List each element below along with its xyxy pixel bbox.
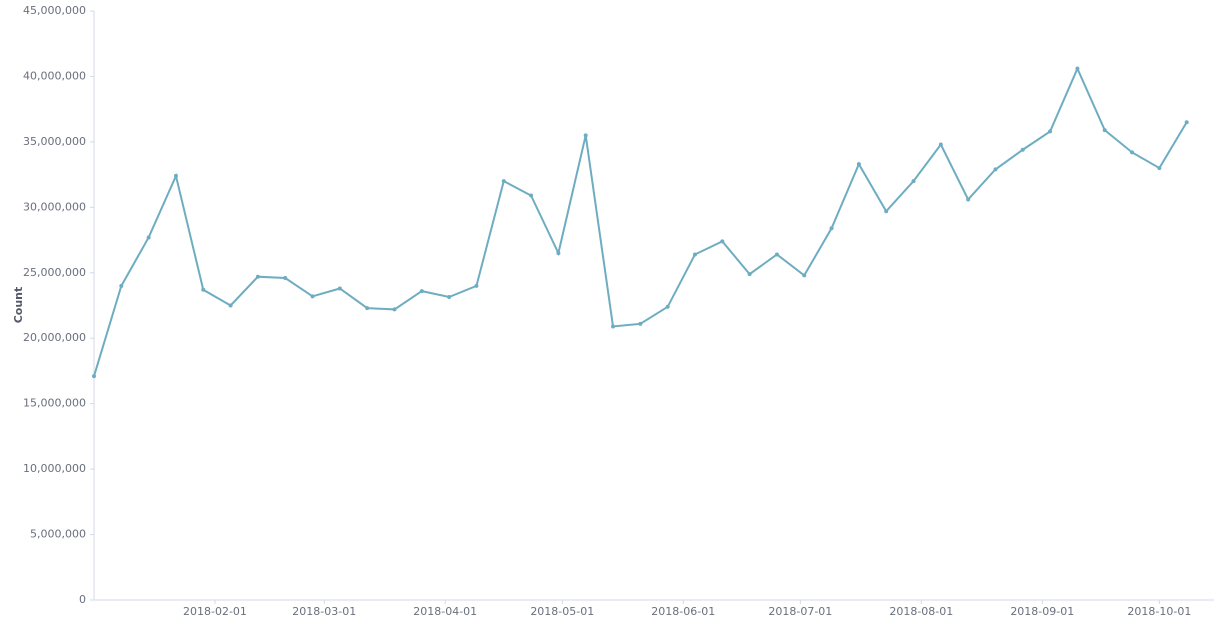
point — [938, 142, 943, 147]
x-tick-label: 2018-07-01 — [768, 605, 832, 618]
y-tick-label: 30,000,000 — [23, 200, 86, 213]
x-tick-label: 2018-02-01 — [183, 605, 247, 618]
point — [501, 179, 506, 184]
point — [1184, 120, 1189, 125]
point — [529, 193, 534, 198]
y-tick-label: 45,000,000 — [23, 4, 86, 17]
y-tick-label: 5,000,000 — [30, 528, 86, 541]
y-tick-label: 15,000,000 — [23, 397, 86, 410]
point — [1075, 66, 1080, 71]
point — [310, 294, 315, 299]
point — [1130, 150, 1135, 155]
point — [720, 239, 725, 244]
point — [1048, 129, 1053, 134]
point — [283, 276, 288, 281]
point — [692, 252, 697, 257]
point — [365, 306, 370, 311]
point — [802, 273, 807, 278]
point — [856, 162, 861, 167]
y-axis-label: Count — [12, 287, 25, 324]
point — [966, 197, 971, 202]
point — [474, 283, 479, 288]
point — [201, 287, 206, 292]
point — [146, 235, 151, 240]
x-tick-label: 2018-08-01 — [889, 605, 953, 618]
point — [884, 209, 889, 214]
y-tick-label: 0 — [79, 593, 86, 606]
x-tick-label: 2018-04-01 — [413, 605, 477, 618]
y-tick-label: 10,000,000 — [23, 462, 86, 475]
point — [774, 252, 779, 257]
point — [747, 272, 752, 277]
point — [556, 251, 561, 256]
point — [1102, 128, 1107, 133]
x-tick-label: 2018-03-01 — [292, 605, 356, 618]
y-tick-label: 35,000,000 — [23, 135, 86, 148]
point — [1157, 166, 1162, 171]
point — [611, 324, 616, 329]
point — [337, 286, 342, 291]
point — [665, 304, 670, 309]
y-tick-label: 40,000,000 — [23, 69, 86, 82]
point — [638, 321, 643, 326]
x-tick-label: 2018-09-01 — [1010, 605, 1074, 618]
point — [228, 303, 233, 308]
point — [419, 289, 424, 294]
point — [119, 283, 124, 288]
line — [93, 66, 1188, 377]
point — [173, 173, 178, 178]
point — [583, 133, 588, 138]
point — [92, 374, 96, 379]
x-tick-label: 2018-10-01 — [1127, 605, 1191, 618]
point — [829, 226, 834, 231]
x-tick-label: 2018-06-01 — [651, 605, 715, 618]
point — [993, 167, 998, 172]
point — [911, 179, 916, 184]
point — [1020, 147, 1025, 152]
point — [392, 307, 397, 312]
point — [255, 274, 260, 279]
y-tick-label: 25,000,000 — [23, 266, 86, 279]
y-tick-label: 20,000,000 — [23, 331, 86, 344]
x-tick-label: 2018-05-01 — [530, 605, 594, 618]
point — [447, 294, 452, 299]
